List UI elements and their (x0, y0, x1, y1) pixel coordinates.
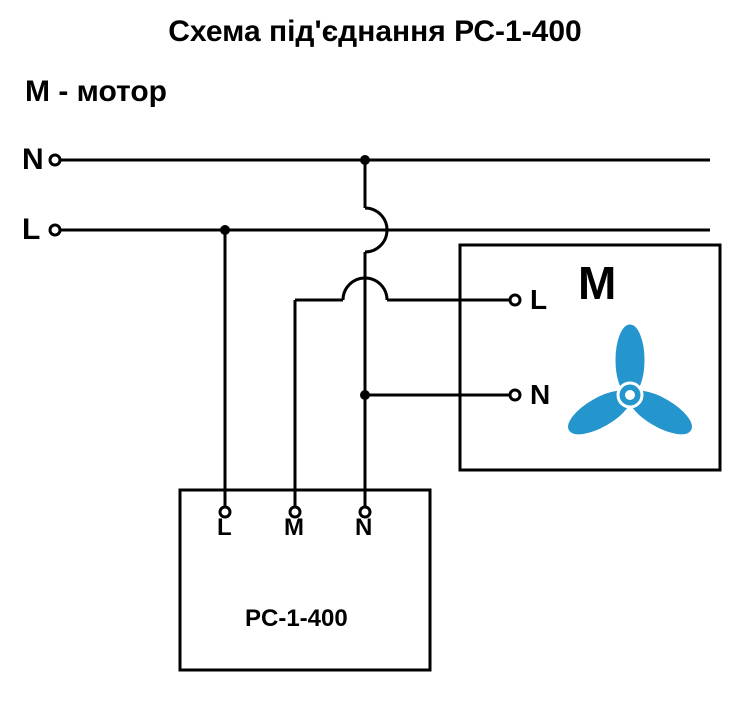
ctrl-n-terminal (360, 507, 370, 517)
l-input-terminal (50, 225, 60, 235)
ctrl-l-terminal (220, 507, 230, 517)
junction-n (360, 155, 370, 165)
n-input-terminal (50, 155, 60, 165)
ctrl-m-terminal (290, 507, 300, 517)
controller-box (180, 490, 430, 670)
fan-icon (562, 325, 697, 442)
wiring-diagram-svg (0, 0, 750, 703)
junction-n-motor (360, 390, 370, 400)
motor-box (460, 245, 720, 470)
junction-l (220, 225, 230, 235)
motor-n-terminal (510, 390, 520, 400)
diagram-container: Схема під'єднання РС-1-400 М - мотор N L… (0, 0, 750, 703)
motor-l-terminal (510, 295, 520, 305)
